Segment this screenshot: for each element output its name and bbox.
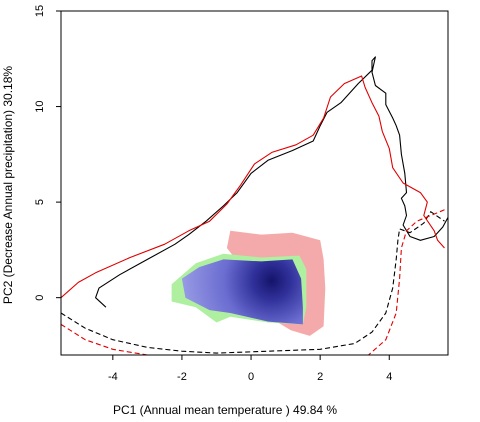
y-tick-label: 0 bbox=[34, 295, 46, 301]
y-axis-label: PC2 (Decrease Annual precipitation) 30.1… bbox=[1, 66, 15, 304]
density-region bbox=[181, 259, 303, 325]
black-solid-contour bbox=[95, 56, 449, 308]
black-dashed-contour bbox=[60, 211, 445, 354]
contour-lines bbox=[60, 56, 449, 356]
x-tick-label: -2 bbox=[177, 371, 187, 383]
red-solid-contour bbox=[60, 75, 445, 299]
x-axis: -4 -2 0 2 4 bbox=[108, 355, 392, 383]
x-axis-label: PC1 (Annual mean temperature ) 49.84 % bbox=[113, 403, 337, 417]
plot-frame bbox=[60, 10, 449, 356]
x-tick-label: 0 bbox=[248, 371, 254, 383]
x-tick-label: 4 bbox=[386, 371, 392, 383]
density-layer bbox=[181, 259, 303, 325]
y-tick-label: 10 bbox=[34, 100, 46, 112]
x-tick-label: -4 bbox=[108, 371, 118, 383]
y-tick-label: 15 bbox=[34, 5, 46, 17]
x-tick-label: 2 bbox=[317, 371, 323, 383]
red-dashed-contour bbox=[60, 209, 445, 356]
y-axis: 0 5 10 15 bbox=[34, 5, 61, 301]
y-tick-label: 5 bbox=[34, 199, 46, 205]
